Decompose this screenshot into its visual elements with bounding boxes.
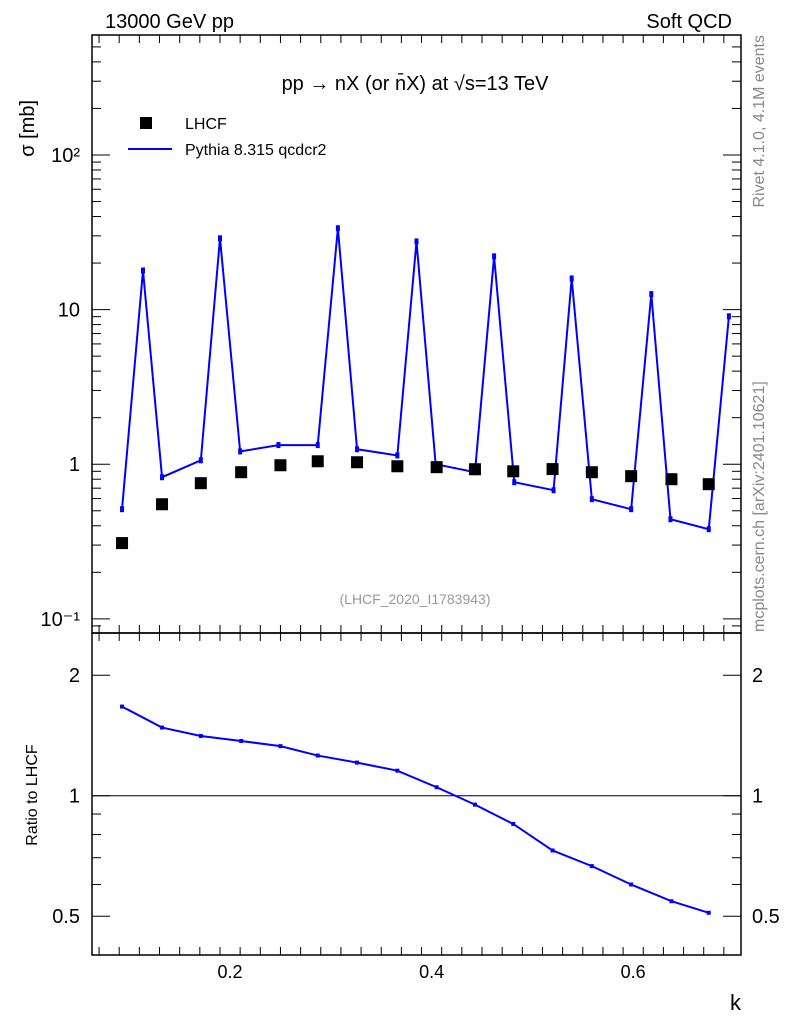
pythia-point bbox=[414, 238, 419, 245]
ratio-point bbox=[706, 910, 711, 915]
pythia-point bbox=[160, 474, 165, 481]
y-tick-label-ratio: 2 bbox=[69, 665, 80, 687]
ratio-point bbox=[629, 882, 634, 887]
pythia-point bbox=[629, 506, 634, 513]
ratio-point bbox=[278, 744, 283, 749]
x-tick-label: 0.4 bbox=[419, 962, 444, 982]
ratio-point bbox=[511, 821, 516, 826]
legend-marker-lhcf bbox=[140, 117, 152, 129]
lhcf-marker bbox=[194, 477, 207, 490]
ratio-point bbox=[434, 785, 439, 790]
pythia-point bbox=[140, 267, 145, 274]
x-tick-label: 0.2 bbox=[218, 962, 243, 982]
ratio-point bbox=[198, 733, 203, 738]
legend-label-pythia: Pythia 8.315 qcdcr2 bbox=[185, 142, 327, 159]
lhcf-marker bbox=[235, 466, 248, 479]
lhcf-marker bbox=[116, 537, 129, 550]
y-tick-label-main: 10⁻¹ bbox=[41, 609, 81, 631]
ratio-point bbox=[120, 704, 125, 709]
pythia-point bbox=[315, 442, 320, 449]
analysis-id: (LHCF_2020_I1783943) bbox=[340, 591, 491, 607]
pythia-point bbox=[551, 487, 556, 494]
y-tick-label-ratio: 1 bbox=[69, 786, 80, 808]
header-left: 13000 GeV pp bbox=[105, 11, 234, 33]
pythia-point bbox=[276, 442, 281, 449]
ratio-point bbox=[589, 864, 594, 869]
lhcf-marker bbox=[665, 473, 678, 486]
chart-title: pp → nX (or n̄X) at √s=13 TeV bbox=[282, 72, 550, 95]
pythia-point bbox=[120, 506, 125, 513]
pythia-point bbox=[492, 253, 497, 260]
y-tick-label-ratio-right: 0.5 bbox=[752, 906, 780, 928]
ratio-point bbox=[669, 899, 674, 904]
pythia-point bbox=[726, 313, 731, 320]
pythia-point bbox=[395, 452, 400, 459]
lhcf-marker bbox=[546, 463, 559, 476]
y-tick-label-main: 10 bbox=[58, 300, 80, 322]
y-tick-label-main: 10² bbox=[51, 145, 80, 167]
ratio-point bbox=[160, 725, 165, 730]
mcplots-label: mcplots.cern.ch [arXiv:2401.10621] bbox=[751, 381, 768, 632]
lhcf-marker bbox=[311, 455, 324, 468]
ratio-point bbox=[472, 802, 477, 807]
pythia-point bbox=[512, 479, 517, 486]
lhcf-marker bbox=[507, 465, 520, 478]
pythia-point bbox=[649, 291, 654, 298]
lhcf-marker bbox=[430, 461, 443, 474]
pythia-point bbox=[335, 225, 340, 232]
header-right: Soft QCD bbox=[646, 11, 732, 33]
pythia-point bbox=[589, 496, 594, 503]
ratio-point bbox=[239, 738, 244, 743]
y-tick-label-ratio: 0.5 bbox=[52, 906, 80, 928]
pythia-point bbox=[238, 448, 243, 455]
y-tick-label-ratio-right: 2 bbox=[752, 665, 763, 687]
pythia-point bbox=[569, 275, 574, 282]
lhcf-marker bbox=[625, 470, 638, 483]
pythia-point bbox=[217, 235, 222, 242]
y-axis-label-main: σ [mb] bbox=[17, 100, 39, 157]
pythia-point bbox=[706, 526, 711, 533]
lhcf-marker bbox=[391, 460, 404, 473]
ratio-line bbox=[121, 705, 710, 914]
ratio-frame bbox=[91, 632, 742, 956]
y-tick-label-main: 1 bbox=[69, 454, 80, 476]
ratio-point bbox=[550, 848, 555, 853]
pythia-point bbox=[355, 446, 360, 453]
x-tick-label: 0.6 bbox=[621, 962, 646, 982]
y-axis-label-ratio: Ratio to LHCF bbox=[24, 744, 41, 846]
x-axis-label: k bbox=[730, 990, 742, 1015]
pythia-line bbox=[121, 228, 730, 531]
y-tick-label-ratio-right: 1 bbox=[752, 786, 763, 808]
pythia-point bbox=[668, 516, 673, 523]
lhcf-marker bbox=[351, 456, 364, 469]
lhcf-marker bbox=[468, 463, 481, 476]
lhcf-marker bbox=[274, 459, 287, 472]
rivet-label: Rivet 4.1.0, 4.1M events bbox=[751, 35, 768, 208]
ratio-point bbox=[395, 768, 400, 773]
ratio-point bbox=[315, 753, 320, 758]
lhcf-marker bbox=[585, 466, 598, 479]
pythia-point bbox=[198, 457, 203, 464]
lhcf-marker bbox=[702, 478, 715, 491]
ratio-point bbox=[355, 760, 360, 765]
legend-label-lhcf: LHCF bbox=[185, 116, 227, 133]
lhcf-marker bbox=[156, 498, 169, 511]
